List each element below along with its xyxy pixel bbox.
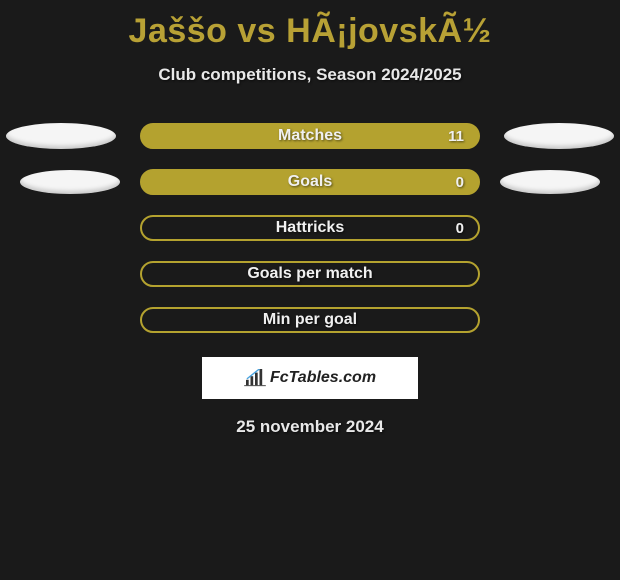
stat-bar: Goals 0 [140, 169, 480, 195]
brand-text: FcTables.com [270, 369, 376, 387]
stat-value: 11 [448, 128, 464, 145]
bar-chart-icon [244, 369, 266, 387]
page-title: Jaššo vs HÃ¡jovskÃ½ [0, 0, 620, 51]
stat-row: Min per goal [0, 307, 620, 333]
stat-bar: Min per goal [140, 307, 480, 333]
stat-value: 0 [456, 220, 464, 237]
date-label: 25 november 2024 [0, 417, 620, 437]
right-value-ellipse [500, 170, 600, 194]
stat-bar: Matches 11 [140, 123, 480, 149]
stat-label: Goals [288, 173, 332, 191]
subtitle: Club competitions, Season 2024/2025 [0, 65, 620, 85]
stat-row: Hattricks 0 [0, 215, 620, 241]
stat-bar: Hattricks 0 [140, 215, 480, 241]
left-value-ellipse [6, 123, 116, 149]
brand-logo: FcTables.com [202, 357, 418, 399]
stat-row: Goals per match [0, 261, 620, 287]
stat-label: Hattricks [276, 219, 344, 237]
stat-rows: Matches 11 Goals 0 Hattricks 0 Goals per match… [0, 123, 620, 333]
stat-label: Goals per match [247, 265, 372, 283]
stat-bar: Goals per match [140, 261, 480, 287]
stat-row: Goals 0 [0, 169, 620, 195]
left-value-ellipse [20, 170, 120, 194]
stat-row: Matches 11 [0, 123, 620, 149]
stat-label: Matches [278, 127, 342, 145]
stat-value: 0 [456, 174, 464, 191]
right-value-ellipse [504, 123, 614, 149]
stat-label: Min per goal [263, 311, 357, 329]
